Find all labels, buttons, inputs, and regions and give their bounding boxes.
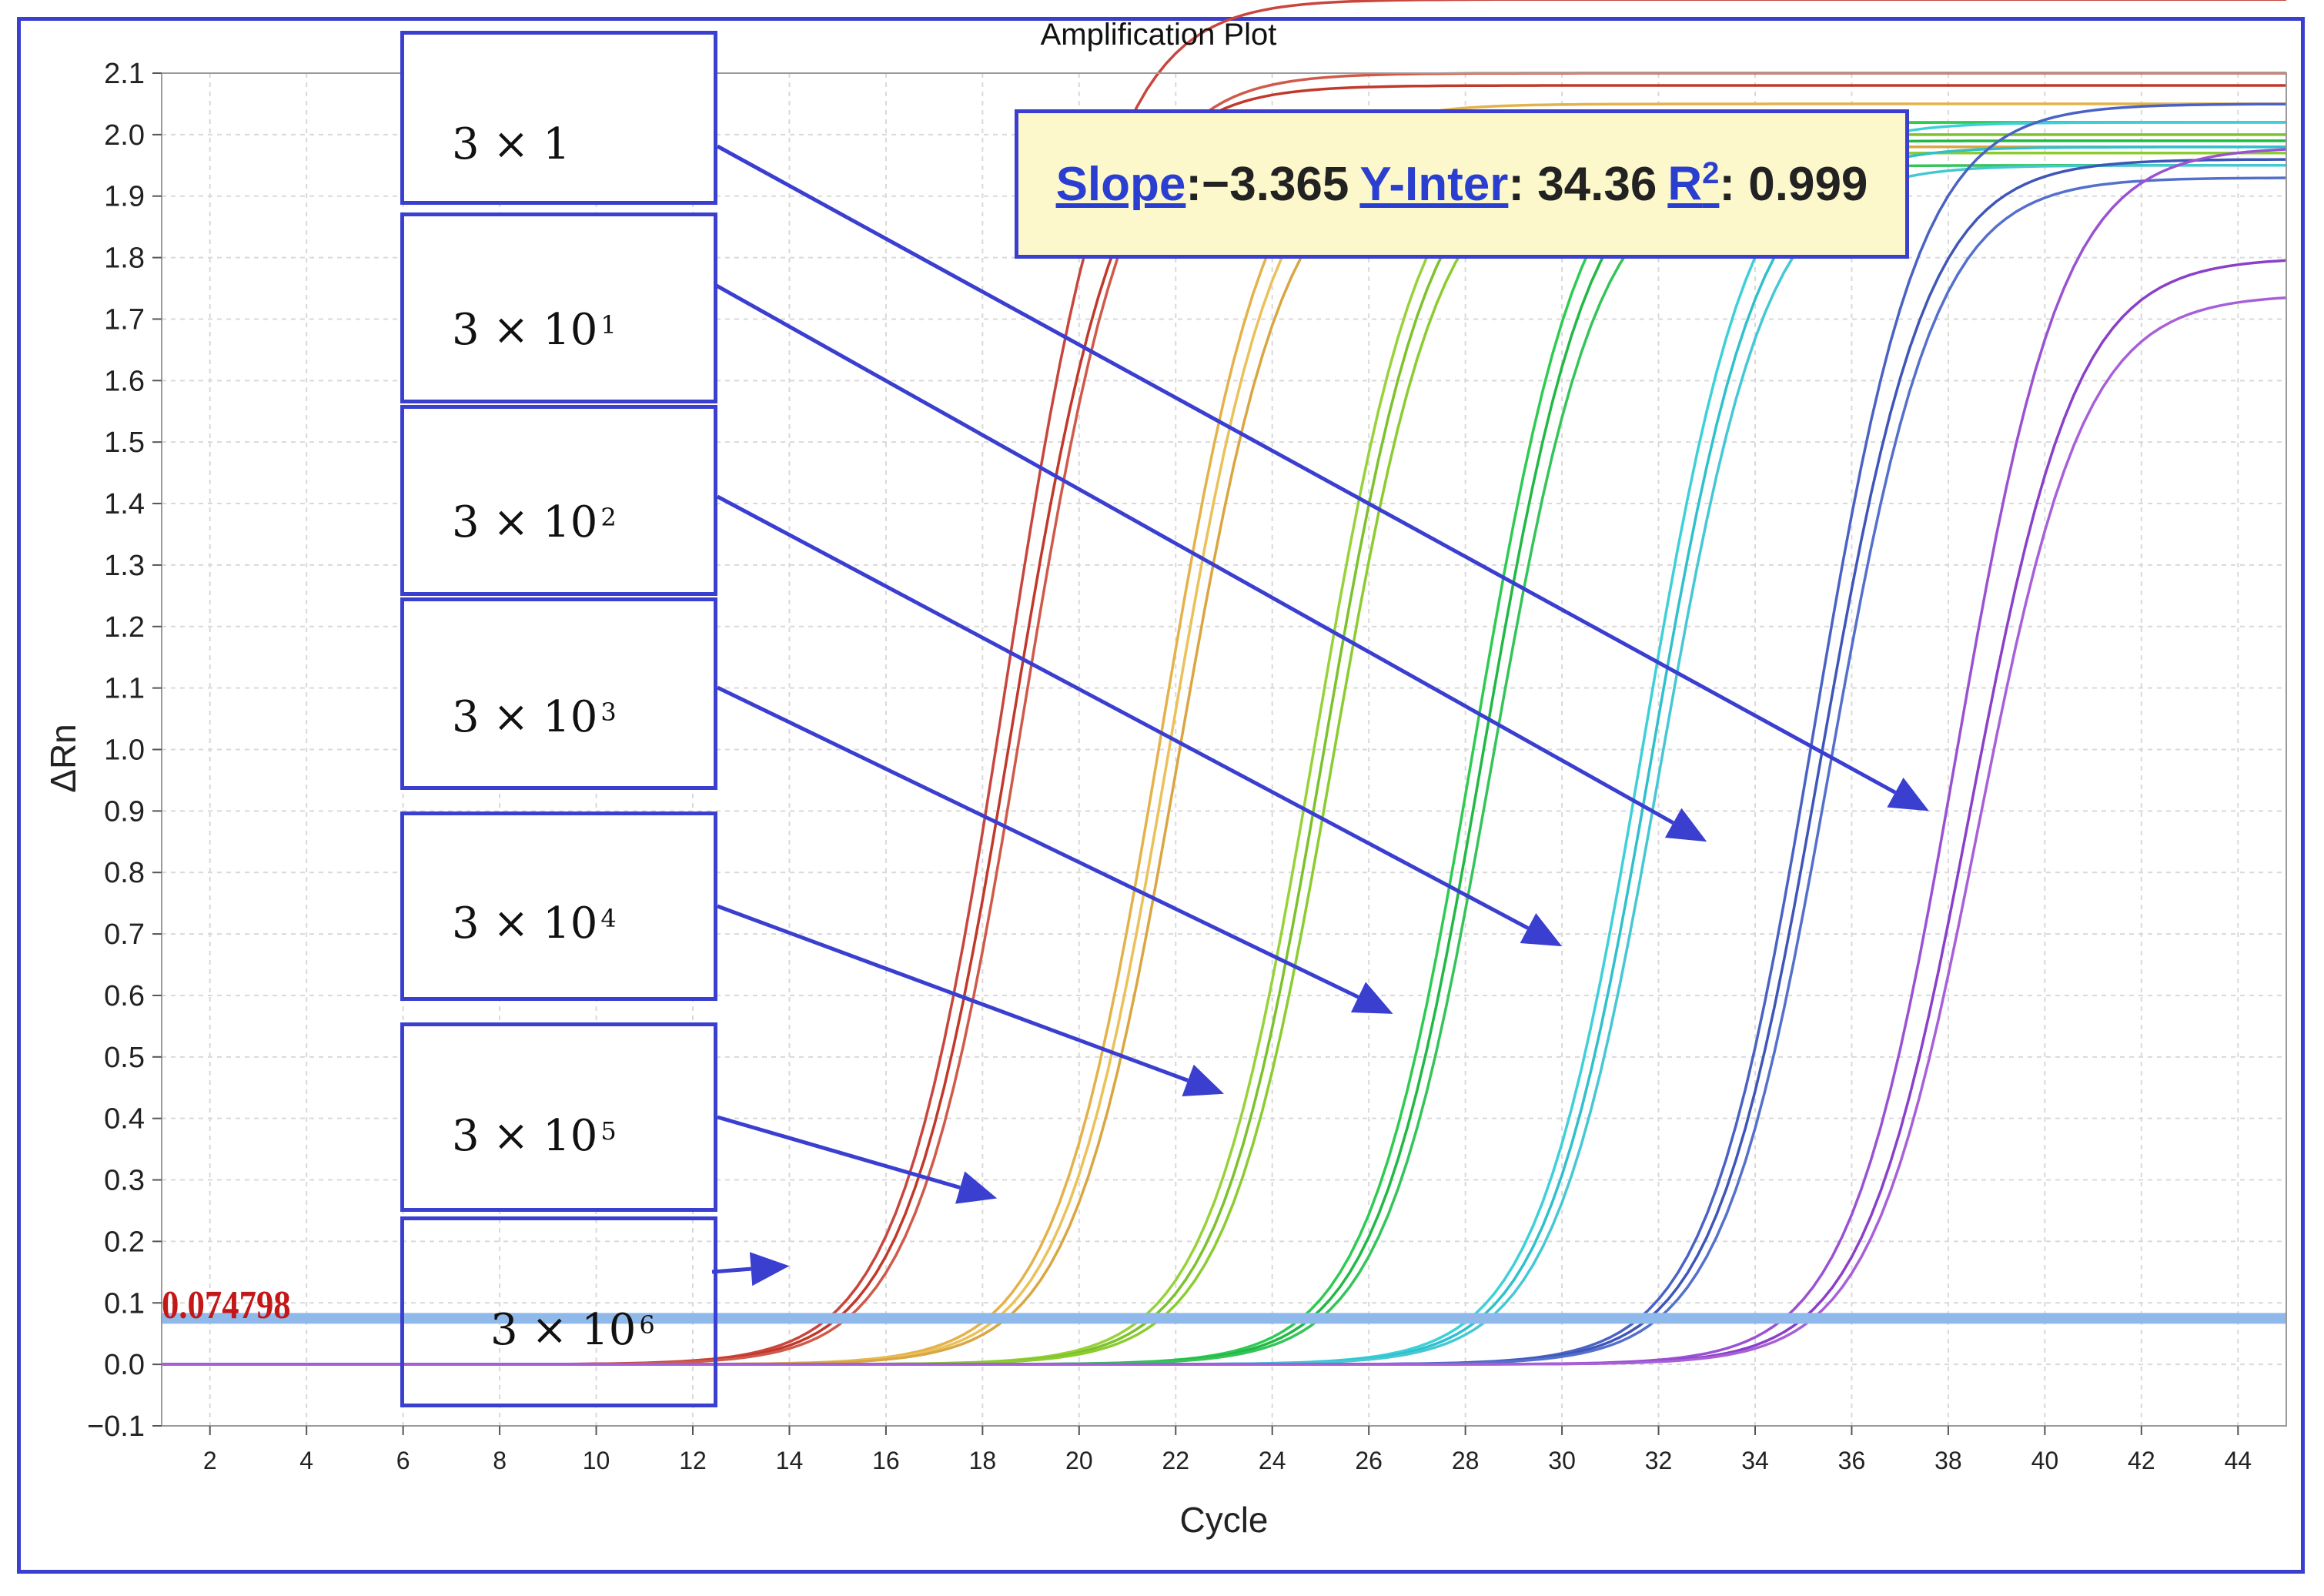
series-layer [162,0,2287,1366]
annotation-arrow-line [717,904,1189,1082]
annotation-arrow-head [749,1252,790,1287]
label-base-3x10-1: 3 × 10 [452,305,598,355]
slope-value: −3.365 [1202,157,1349,211]
annotation-arrow-head [955,1171,998,1204]
slope-link[interactable]: Slope [1055,157,1186,211]
x-tick-label: 14 [776,1447,804,1474]
standard-curve-stats: Slope: −3.365 Y-Inter: 34.36 R2: 0.999 [1015,109,1909,259]
y-tick-label: 1.4 [104,488,145,520]
label-base-3x10-4: 3 × 10 [452,898,598,949]
y-tick-label: 1.0 [104,734,145,767]
x-tick-label: 36 [1838,1447,1866,1474]
y-tick-label: 1.1 [104,673,145,705]
annotation-arrow-head [1520,913,1563,947]
y-intercept-value: 34.36 [1537,157,1657,211]
label-box-3x10-2: 3 × 10 2 [400,405,717,596]
x-tick-label: 34 [1741,1447,1769,1474]
x-tick-label: 22 [1162,1447,1189,1474]
r-squared-label: R [1667,157,1703,211]
x-tick-label: 40 [2031,1447,2059,1474]
label-exp-3x10-3: 3 [600,698,617,727]
x-tick-label: 4 [299,1447,313,1474]
y-intercept-link[interactable]: Y-Inter [1359,157,1509,211]
y-tick-label: 1.8 [104,243,145,275]
annotation-arrow-head [1182,1064,1224,1096]
annotation-arrows [670,144,1929,1287]
r-squared-exponent: 2 [1702,156,1720,191]
label-box-3x10-5: 3 × 10 5 [400,1022,717,1212]
y-axis-label: ΔRn [43,724,83,793]
threshold-label: 0.074798 [162,1283,291,1327]
y-tick-label: 0.7 [104,918,145,951]
label-exp-3x10-2: 2 [600,503,617,532]
y-tick-label: 0.5 [104,1042,145,1074]
y-tick-label: −0.1 [87,1410,145,1443]
y-tick-label: 1.5 [104,427,145,459]
x-tick-label: 24 [1259,1447,1286,1474]
x-tick-label: 42 [2128,1447,2155,1474]
x-tick-label: 2 [203,1447,217,1474]
label-base-3x10-2: 3 × 10 [452,497,598,547]
y-tick-label: 1.9 [104,181,145,213]
annotation-arrow-line [717,1115,961,1189]
x-tick-label: 6 [396,1447,410,1474]
r-squared-link[interactable]: R2 [1667,156,1719,212]
y-tick-label: 0.3 [104,1165,145,1197]
chart-title: Amplification Plot [1041,18,1277,52]
annotation-arrow-line [711,1266,751,1274]
x-tick-label: 26 [1355,1447,1383,1474]
x-tick-label: 38 [1934,1447,1962,1474]
y-tick-label: 2.1 [104,58,145,90]
x-tick-label: 10 [583,1447,610,1474]
x-tick-label: 16 [872,1447,900,1474]
x-tick-label: 20 [1065,1447,1093,1474]
y-tick-label: 1.7 [104,303,145,336]
x-tick-label: 18 [969,1447,997,1474]
x-axis-label: Cycle [1179,1500,1268,1540]
label-box-3x10-1: 3 × 10 1 [400,212,717,403]
x-tick-label: 28 [1452,1447,1480,1474]
y-tick-label: 0.2 [104,1226,145,1258]
label-box-3x10-6: 3 × 10 6 [400,1216,717,1407]
y-tick-label: 0.8 [104,857,145,889]
x-tick-label: 32 [1645,1447,1673,1474]
r-squared-value: 0.999 [1748,157,1868,211]
figure-frame [17,17,2305,1574]
label-box-3x10-3: 3 × 10 3 [400,597,717,790]
label-base-3x10-3: 3 × 10 [452,692,598,742]
label-exp-3x10-1: 1 [600,310,617,340]
axes: −0.1 0.0 0.1 0.2 0.3 0.4 0.5 0.6 0.7 0.8 0.9 1.0 1.1… [87,58,2287,1474]
x-tick-label: 30 [1548,1447,1576,1474]
annotation-arrow-head [1887,778,1929,811]
label-base-3x10-5: 3 × 10 [452,1111,598,1161]
x-tick-label: 8 [493,1447,507,1474]
y-tick-label: 1.2 [104,611,145,644]
series-line [162,296,2287,1366]
x-tick-label: 44 [2224,1447,2252,1474]
annotation-arrow-line [716,144,1897,795]
y-tick-label: 1.6 [104,365,145,397]
label-exp-3x10-4: 4 [600,904,617,933]
y-tick-label: 0.9 [104,795,145,828]
y-tick-label: 0.6 [104,980,145,1012]
annotation-arrow-head [1350,982,1393,1014]
annotation-arrow-line [716,494,1530,930]
label-exp-3x10-6: 6 [639,1310,655,1340]
y-tick-label: 0.0 [104,1349,145,1381]
label-base-3x10-6: 3 × 10 [490,1305,637,1355]
label-exp-3x10-5: 5 [600,1116,617,1146]
label-base-3x1: 3 × 1 [452,119,570,169]
x-tick-label: 12 [679,1447,707,1474]
y-tick-label: 0.4 [104,1103,145,1136]
annotation-arrow-head [1664,808,1707,842]
y-tick-label: 0.1 [104,1287,145,1320]
annotation-arrow-line [716,685,1359,999]
y-tick-label: 1.3 [104,550,145,582]
label-box-3x1: 3 × 1 [400,31,717,205]
label-box-3x10-4: 3 × 10 4 [400,811,717,1001]
y-tick-label: 2.0 [104,119,145,152]
annotation-arrow-line [670,258,1674,825]
